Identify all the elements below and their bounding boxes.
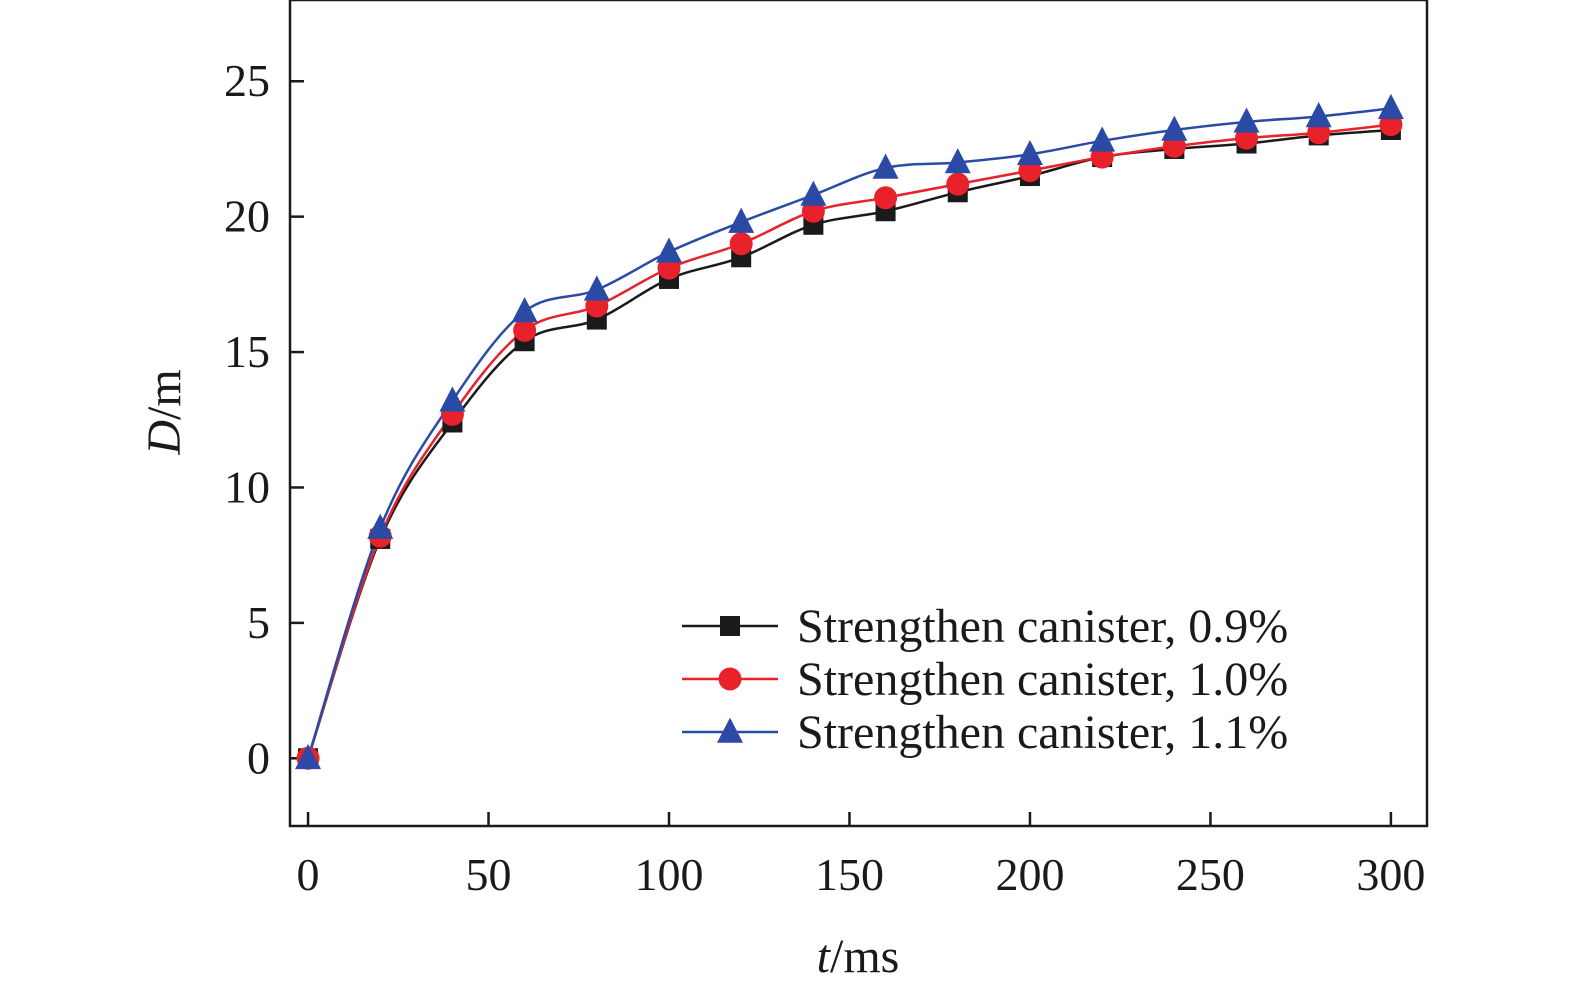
legend-label-3: Strengthen canister, 1.1% <box>797 706 1288 759</box>
series-3-point-0 <box>295 743 322 770</box>
y-tick-label-5: 5 <box>247 597 270 648</box>
series-3-point-160 <box>872 153 899 179</box>
x-tick-label-100: 100 <box>635 849 704 900</box>
x-tick-label-0: 0 <box>297 849 320 900</box>
series-3-point-120 <box>728 207 755 233</box>
series-2-point-160 <box>874 186 898 210</box>
x-tick-label-50: 50 <box>466 849 512 900</box>
series-3-point-200 <box>1016 139 1043 166</box>
x-tick-label-200: 200 <box>995 849 1064 900</box>
series-markers <box>295 93 1404 770</box>
y-axis-variable: D <box>138 420 191 456</box>
y-tick-label-15: 15 <box>224 326 270 377</box>
axis-ticks: 0 50 100 150 200 250 300 0 5 10 15 20 25 <box>224 55 1425 900</box>
x-axis-variable: t <box>817 930 832 983</box>
y-tick-label-0: 0 <box>247 732 270 783</box>
series-3-point-260 <box>1233 107 1260 133</box>
series-3-point-180 <box>944 148 971 174</box>
legend-marker-3 <box>717 717 743 743</box>
y-axis-unit: /m <box>138 369 191 420</box>
x-axis-label: t/ms <box>817 930 900 983</box>
x-tick-label-150: 150 <box>815 849 884 900</box>
x-tick-label-300: 300 <box>1356 849 1425 900</box>
legend-marker-2 <box>718 667 742 691</box>
y-tick-label-20: 20 <box>224 191 270 242</box>
series-2-point-180 <box>946 172 970 196</box>
y-tick-label-10: 10 <box>224 461 270 512</box>
series-3-point-240 <box>1161 115 1188 141</box>
x-tick-label-250: 250 <box>1176 849 1245 900</box>
legend-label-1: Strengthen canister, 0.9% <box>797 600 1288 653</box>
x-axis-unit: /ms <box>830 930 899 983</box>
series-3-point-60 <box>511 297 538 323</box>
series-3-point-140 <box>800 180 827 206</box>
series-2-point-120 <box>729 232 753 256</box>
y-axis-label: D/m <box>138 369 191 455</box>
series-3-point-80 <box>583 275 610 301</box>
series-3-point-300 <box>1377 93 1404 120</box>
series-3-point-20 <box>367 513 394 539</box>
series-3-point-40 <box>439 386 466 412</box>
legend-label-2: Strengthen canister, 1.0% <box>797 653 1288 706</box>
y-tick-label-25: 25 <box>224 55 270 106</box>
legend-marker-1 <box>720 616 740 636</box>
legend: Strengthen canister, 0.9%Strengthen cani… <box>682 600 1288 759</box>
series-3-point-220 <box>1089 126 1116 152</box>
series-3-point-100 <box>656 237 682 263</box>
series-2-point-60 <box>513 318 537 342</box>
plot-frame <box>288 0 1429 828</box>
series-3-point-280 <box>1305 102 1332 128</box>
